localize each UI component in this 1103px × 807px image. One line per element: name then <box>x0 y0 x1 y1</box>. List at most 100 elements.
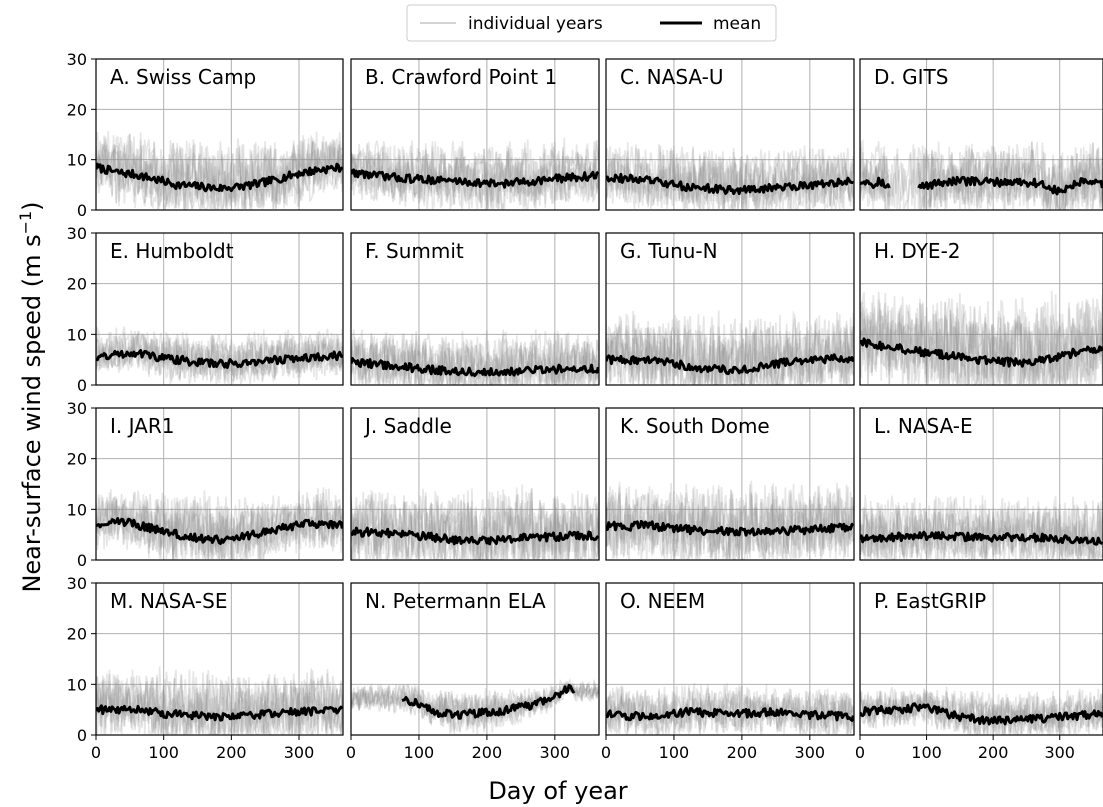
mean-line <box>606 519 854 537</box>
individual-year-line <box>96 669 343 735</box>
panel-title: O. NEEM <box>620 589 705 613</box>
panel-frame <box>605 582 855 736</box>
series-individual-years <box>351 677 599 735</box>
mean-line <box>606 706 854 722</box>
panel-frame <box>350 407 600 561</box>
individual-year-line <box>96 487 343 560</box>
panel-title: G. Tunu-N <box>620 239 718 263</box>
panel-frame <box>95 58 344 211</box>
individual-year-line <box>351 141 599 210</box>
individual-year-line <box>351 330 599 385</box>
y-axis-title-superscript: −1 <box>16 211 35 235</box>
y-tick-label: 0 <box>77 201 87 220</box>
panel-frame <box>859 232 1103 386</box>
x-tick-label: 300 <box>795 743 826 762</box>
individual-year-line <box>917 141 1103 210</box>
y-tick-label: 10 <box>67 500 87 519</box>
panel-e-humboldt: E. Humboldt 0 10 20 30 <box>67 224 344 395</box>
x-tick-label: 100 <box>911 743 942 762</box>
panel-d-gits: D. GITS <box>859 58 1103 211</box>
series-mean <box>96 349 343 369</box>
mean-line <box>606 353 854 376</box>
individual-year-line <box>606 485 854 560</box>
panel-k-south-dome: K. South Dome <box>605 407 855 561</box>
series-mean <box>96 162 343 193</box>
individual-year-line <box>351 143 599 210</box>
legend-label-mean: mean <box>713 14 761 34</box>
individual-year-line <box>96 328 343 384</box>
individual-year-line <box>96 325 343 383</box>
panel-h-dye-2: H. DYE-2 <box>859 232 1103 386</box>
x-tick-label: 300 <box>540 743 571 762</box>
y-tick-label: 20 <box>67 275 87 294</box>
y-tick-label: 30 <box>67 224 87 243</box>
individual-year-line <box>351 329 599 385</box>
panel-frame <box>95 232 344 386</box>
individual-year-line <box>860 495 1103 560</box>
individual-year-line <box>860 495 1103 560</box>
series-mean <box>606 353 854 376</box>
x-tick-label: 300 <box>1044 743 1075 762</box>
panel-j-saddle: J. Saddle <box>350 407 600 561</box>
series-mean <box>606 172 854 196</box>
series-mean <box>860 337 1103 368</box>
individual-year-line <box>606 146 854 210</box>
y-axis-title-text: Near-surface wind speed (m s <box>18 234 46 592</box>
panel-title: L. NASA-E <box>874 414 973 438</box>
panel-frame <box>350 232 600 386</box>
series-mean <box>351 168 599 189</box>
mean-line <box>96 162 343 193</box>
individual-year-line <box>606 313 854 385</box>
panel-n-petermann-ela: N. Petermann ELA 0 100 200 300 <box>346 582 600 762</box>
panel-frame <box>859 58 1103 211</box>
y-axis-title: Near-surface wind speed (m s−1) <box>16 201 46 592</box>
mean-line <box>351 168 599 189</box>
panel-c-nasa-u: C. NASA-U <box>605 58 855 211</box>
individual-year-line <box>96 490 343 560</box>
series-mean <box>860 175 1103 196</box>
individual-year-line <box>860 690 1103 735</box>
panel-f-summit: F. Summit <box>350 232 600 386</box>
panel-b-crawford-point-1: B. Crawford Point 1 <box>350 58 600 211</box>
individual-year-line <box>606 483 854 560</box>
panel-frame <box>95 582 344 736</box>
mean-line <box>606 172 854 196</box>
individual-year-line <box>351 491 599 560</box>
panel-title: P. EastGRIP <box>874 589 986 613</box>
individual-year-line <box>351 140 599 210</box>
individual-year-line <box>860 144 1103 210</box>
panel-frame <box>350 58 600 211</box>
individual-year-line <box>860 293 1103 385</box>
individual-year-line <box>351 329 599 385</box>
individual-year-line <box>96 494 343 560</box>
x-axis-title: Day of year <box>488 777 627 805</box>
panel-title: A. Swiss Camp <box>110 65 256 89</box>
individual-year-line <box>606 312 854 385</box>
individual-year-line <box>96 489 343 560</box>
panel-frame <box>605 232 855 386</box>
panel-frame <box>859 407 1103 561</box>
individual-year-line <box>96 132 343 210</box>
y-tick-label: 0 <box>77 376 87 395</box>
x-tick-label: 100 <box>404 743 435 762</box>
x-tick-label: 300 <box>284 743 315 762</box>
individual-year-line <box>606 146 854 210</box>
series-mean <box>96 517 343 545</box>
panel-frame <box>350 582 600 736</box>
x-tick-label: 0 <box>855 743 865 762</box>
legend-label-individual-years: individual years <box>468 14 603 34</box>
individual-year-line <box>860 292 1103 385</box>
series-mean <box>351 526 599 546</box>
x-tick-label: 200 <box>727 743 758 762</box>
x-tick-label: 0 <box>346 743 356 762</box>
y-tick-label: 30 <box>67 399 87 418</box>
individual-year-line <box>860 496 1103 560</box>
mean-line <box>917 175 1103 196</box>
series-individual-years <box>351 329 599 385</box>
x-tick-label: 0 <box>91 743 101 762</box>
mean-line <box>96 349 343 369</box>
series-mean <box>860 702 1103 726</box>
individual-year-line <box>96 131 343 210</box>
legend-box <box>406 4 777 42</box>
series-individual-years <box>860 686 1103 735</box>
